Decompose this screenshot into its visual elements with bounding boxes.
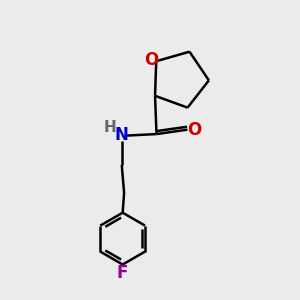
Text: H: H [104,120,117,135]
Text: F: F [117,264,128,282]
Text: O: O [144,51,158,69]
Text: N: N [115,126,129,144]
Text: O: O [187,121,201,139]
